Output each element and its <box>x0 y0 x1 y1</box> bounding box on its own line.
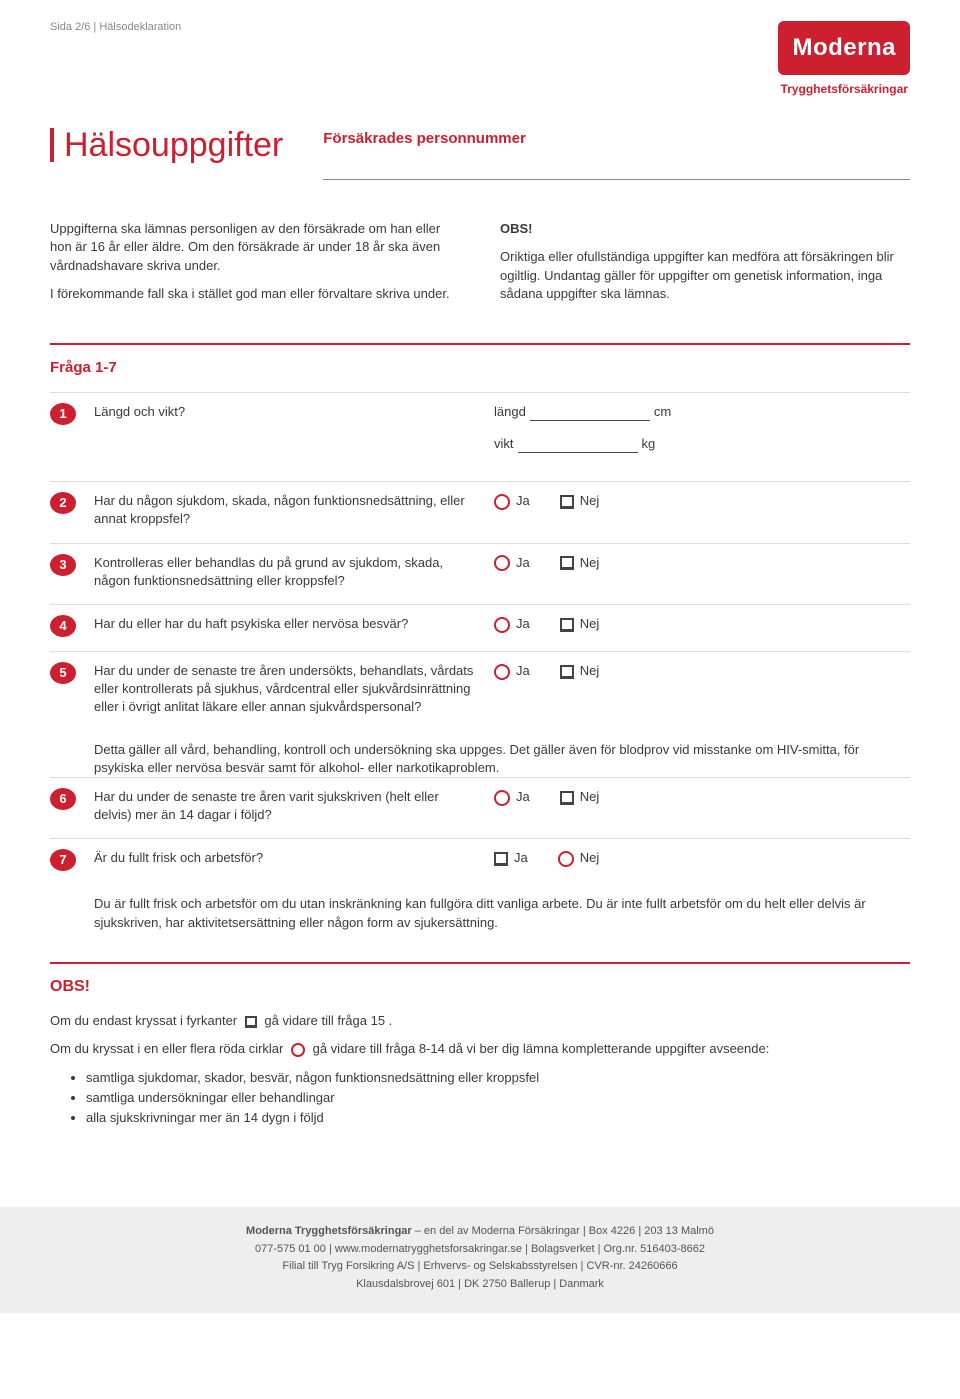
ja-checkbox[interactable] <box>494 494 510 510</box>
ja-label: Ja <box>516 555 530 570</box>
intro-obs-body: Oriktiga eller ofullständiga uppgifter k… <box>500 248 910 303</box>
ja-label: Ja <box>516 493 530 508</box>
ja-checkbox[interactable] <box>494 555 510 571</box>
question-number: 2 <box>50 492 76 514</box>
obs-bullet: samtliga sjukdomar, skador, besvär, någo… <box>86 1069 910 1087</box>
question-row: 1 Längd och vikt?längd cm vikt kg <box>50 392 910 481</box>
weight-input[interactable] <box>518 439 638 453</box>
question-row: 3 Kontrolleras eller behandlas du på grun… <box>50 543 910 604</box>
question-row: 2 Har du någon sjukdom, skada, någon funk… <box>50 481 910 542</box>
personnummer-label: Försäkrades personnummer <box>323 128 910 149</box>
footer: Moderna Trygghetsförsäkringar – en del a… <box>0 1207 960 1313</box>
question-text: Har du under de senaste tre åren undersö… <box>94 662 494 717</box>
obs-line1: Om du endast kryssat i fyrkanter gå vida… <box>50 1012 910 1030</box>
question-text: Har du under de senaste tre åren varit s… <box>94 788 494 824</box>
nej-checkbox[interactable] <box>558 851 574 867</box>
nej-label: Nej <box>580 663 600 678</box>
personnummer-input-line[interactable] <box>323 179 910 180</box>
question-number: 6 <box>50 788 76 810</box>
question-answer: Ja Nej <box>494 492 910 510</box>
question-answer: längd cm vikt kg <box>494 403 910 467</box>
nej-label: Nej <box>580 850 600 865</box>
obs-bullet: alla sjukskrivningar mer än 14 dygn i fö… <box>86 1109 910 1127</box>
measure-unit: cm <box>654 403 671 421</box>
obs-title: OBS! <box>50 976 910 998</box>
logo-main: Moderna <box>778 21 910 75</box>
ja-label: Ja <box>516 789 530 804</box>
ja-label: Ja <box>516 616 530 631</box>
nej-label: Nej <box>580 555 600 570</box>
measure-label: längd <box>494 403 526 421</box>
nej-checkbox[interactable] <box>560 556 574 570</box>
intro-obs-title: OBS! <box>500 221 533 236</box>
question-note: Detta gäller all vård, behandling, kontr… <box>50 741 910 777</box>
obs-line2: Om du kryssat i en eller flera röda cirk… <box>50 1040 910 1058</box>
ja-checkbox[interactable] <box>494 617 510 633</box>
section-title: Fråga 1-7 <box>50 357 910 378</box>
question-text: Längd och vikt? <box>94 403 494 421</box>
nej-checkbox[interactable] <box>560 665 574 679</box>
measure-label: vikt <box>494 435 514 453</box>
nej-checkbox[interactable] <box>560 495 574 509</box>
page-title: Hälsouppgifter <box>50 128 283 162</box>
nej-label: Nej <box>580 616 600 631</box>
ja-label: Ja <box>514 850 528 865</box>
ja-checkbox[interactable] <box>494 664 510 680</box>
ja-checkbox[interactable] <box>494 852 508 866</box>
circle-icon <box>291 1043 305 1057</box>
measure-unit: kg <box>642 435 656 453</box>
obs-bullets: samtliga sjukdomar, skador, besvär, någo… <box>86 1069 910 1128</box>
question-answer: Ja Nej <box>494 849 910 867</box>
question-text: Kontrolleras eller behandlas du på grund… <box>94 554 494 590</box>
question-number: 7 <box>50 849 76 871</box>
nej-checkbox[interactable] <box>560 618 574 632</box>
intro-left-2: I förekommande fall ska i stället god ma… <box>50 285 460 303</box>
question-text: Är du fullt frisk och arbetsför? <box>94 849 494 867</box>
question-number: 4 <box>50 615 76 637</box>
ja-label: Ja <box>516 663 530 678</box>
question-number: 1 <box>50 403 76 425</box>
ja-checkbox[interactable] <box>494 790 510 806</box>
question-number: 5 <box>50 662 76 684</box>
obs-bullet: samtliga undersökningar eller behandling… <box>86 1089 910 1107</box>
question-text: Har du eller har du haft psykiska eller … <box>94 615 494 633</box>
question-answer: Ja Nej <box>494 788 910 806</box>
nej-label: Nej <box>580 789 600 804</box>
square-icon <box>245 1016 257 1028</box>
question-answer: Ja Nej <box>494 554 910 572</box>
question-row: 4 Har du eller har du haft psykiska eller… <box>50 604 910 651</box>
question-answer: Ja Nej <box>494 615 910 633</box>
question-row: 6 Har du under de senaste tre åren varit … <box>50 777 910 838</box>
nej-checkbox[interactable] <box>560 791 574 805</box>
question-note: Du är fullt frisk och arbetsför om du ut… <box>50 895 910 931</box>
question-number: 3 <box>50 554 76 576</box>
intro-left-1: Uppgifterna ska lämnas personligen av de… <box>50 220 460 275</box>
question-row: 5 Har du under de senaste tre åren unders… <box>50 651 910 731</box>
question-answer: Ja Nej <box>494 662 910 680</box>
question-text: Har du någon sjukdom, skada, någon funkt… <box>94 492 494 528</box>
nej-label: Nej <box>580 493 600 508</box>
logo-sub: Trygghetsförsäkringar <box>778 81 910 98</box>
question-row: 7 Är du fullt frisk och arbetsför? Ja Nej <box>50 838 910 885</box>
length-input[interactable] <box>530 407 650 421</box>
